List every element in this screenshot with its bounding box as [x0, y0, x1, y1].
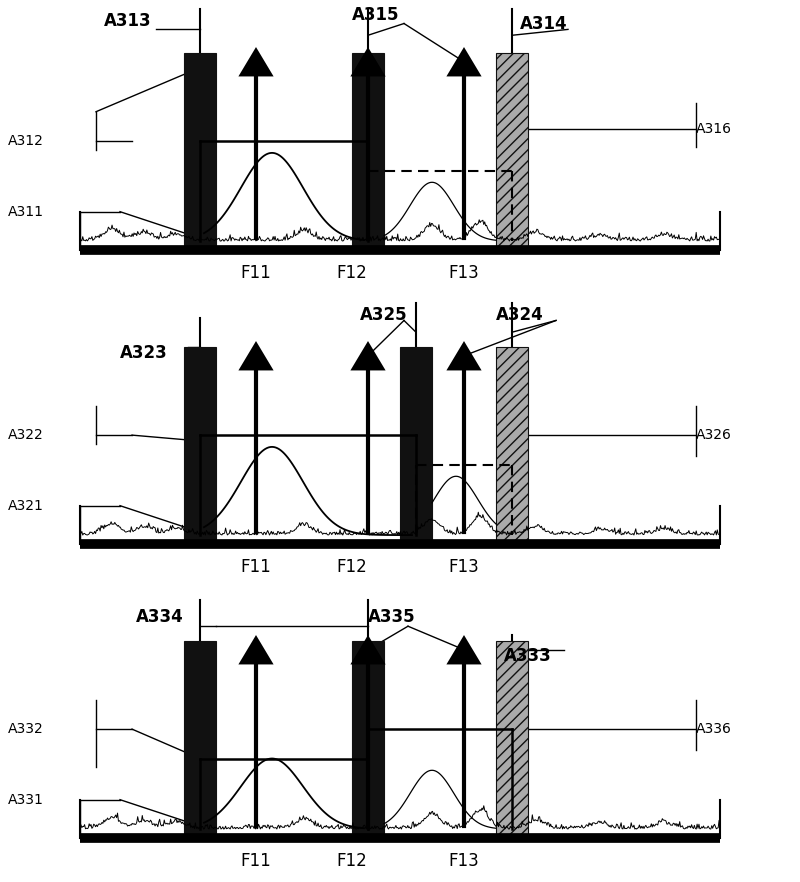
Polygon shape	[238, 47, 274, 77]
Polygon shape	[446, 341, 482, 370]
Text: F12: F12	[337, 852, 367, 871]
Text: A313: A313	[104, 11, 152, 30]
Text: F13: F13	[449, 558, 479, 576]
Text: A323: A323	[120, 344, 168, 362]
Text: A326: A326	[696, 428, 732, 442]
Bar	[496, 53, 528, 250]
Text: F13: F13	[449, 852, 479, 871]
Polygon shape	[446, 635, 482, 664]
Text: A325: A325	[360, 305, 408, 324]
Text: F11: F11	[241, 852, 271, 871]
Bar	[496, 641, 528, 838]
Polygon shape	[350, 341, 386, 370]
Text: A321: A321	[8, 498, 44, 512]
Text: A333: A333	[504, 647, 552, 665]
Text: A331: A331	[8, 793, 44, 807]
Polygon shape	[350, 635, 386, 664]
Text: F13: F13	[449, 265, 479, 282]
Text: A336: A336	[696, 722, 732, 736]
Text: F11: F11	[241, 558, 271, 576]
Polygon shape	[238, 341, 274, 370]
Text: A316: A316	[696, 123, 732, 137]
Text: A322: A322	[8, 428, 44, 442]
Bar	[184, 53, 216, 250]
Text: A334: A334	[136, 609, 184, 626]
Text: A311: A311	[8, 205, 44, 219]
Text: A332: A332	[8, 722, 44, 736]
Text: F12: F12	[337, 558, 367, 576]
Bar	[352, 641, 384, 838]
Polygon shape	[446, 47, 482, 77]
Bar	[184, 641, 216, 838]
Text: F11: F11	[241, 265, 271, 282]
Text: A314: A314	[520, 14, 568, 33]
Text: A335: A335	[368, 609, 416, 626]
Text: A315: A315	[352, 5, 399, 24]
Bar	[184, 347, 216, 544]
Text: A324: A324	[496, 305, 544, 324]
Polygon shape	[350, 47, 386, 77]
Bar	[496, 347, 528, 544]
Text: F12: F12	[337, 265, 367, 282]
Polygon shape	[238, 635, 274, 664]
Bar	[400, 347, 432, 544]
Text: A312: A312	[8, 134, 44, 148]
Bar	[352, 53, 384, 250]
